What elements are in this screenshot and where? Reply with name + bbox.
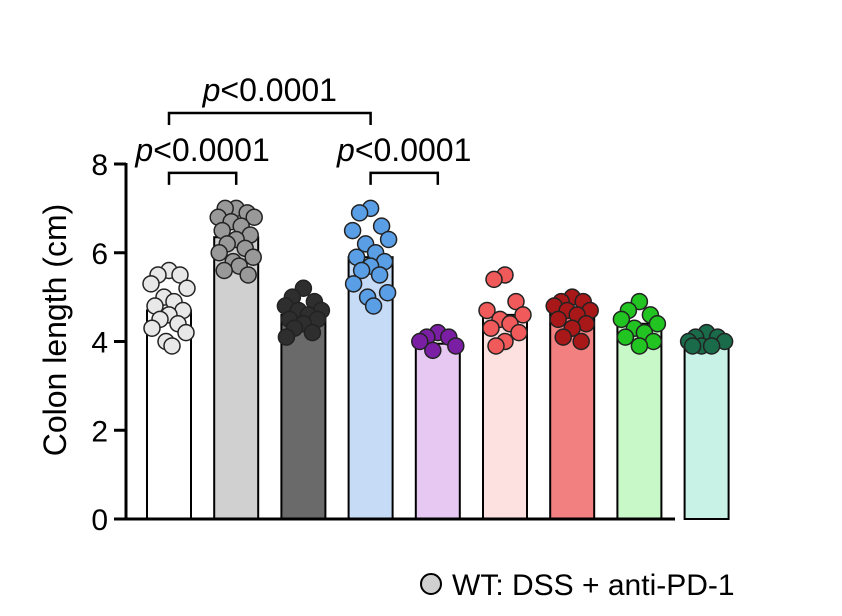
data-point [549, 310, 567, 329]
bar-group-9 [683, 340, 730, 520]
y-axis-ticks: 0 2 4 6 8 [91, 149, 126, 537]
y-tick-label: 4 [91, 327, 108, 360]
data-point [177, 323, 195, 342]
data-point [215, 261, 233, 280]
data-point [244, 248, 262, 266]
data-point [482, 319, 500, 337]
data-point [350, 204, 369, 222]
data-point [487, 337, 505, 355]
data-point [277, 328, 296, 346]
data-point [616, 328, 635, 346]
data-point [344, 275, 363, 293]
significance-bracket [167, 111, 372, 125]
data-point [143, 319, 161, 337]
data-point [554, 328, 572, 346]
data-point [510, 323, 528, 342]
data-point [379, 230, 398, 249]
data-point [142, 275, 160, 293]
significance-bracket [369, 171, 440, 185]
data-point [245, 208, 263, 226]
data-point [648, 315, 667, 333]
data-point [364, 297, 383, 315]
data-point [702, 337, 721, 355]
data-point [683, 337, 702, 355]
data-point [178, 279, 196, 297]
data-point [372, 217, 391, 235]
data-point [411, 332, 429, 351]
bars-layer [146, 236, 730, 520]
data-point [447, 337, 465, 355]
data-point [171, 266, 189, 284]
data-point [424, 341, 442, 360]
legend-marker [420, 573, 442, 595]
data-point [572, 332, 590, 351]
data-point [370, 266, 389, 284]
data-point [630, 337, 649, 355]
data-points-layer [142, 199, 734, 360]
data-point [485, 270, 503, 289]
data-point [514, 306, 532, 324]
data-point [378, 283, 397, 302]
data-point [303, 323, 322, 342]
y-tick-label: 6 [91, 238, 108, 271]
y-tick-label: 2 [91, 415, 108, 448]
data-point [239, 266, 257, 284]
y-tick-label: 0 [91, 504, 108, 537]
data-point [478, 301, 496, 320]
p-value-label: p<0.0001 [336, 132, 471, 168]
data-point [352, 261, 371, 280]
significance-bracket [167, 171, 238, 185]
data-point [507, 292, 525, 311]
significance-brackets: p<0.0001 p<0.0001 p<0.0001 [134, 72, 471, 185]
data-point [612, 310, 631, 329]
legend: WT: DSS + anti-PD-1 [420, 569, 735, 602]
legend-label: WT: DSS + anti-PD-1 [452, 569, 735, 602]
p-value-label: p<0.0001 [202, 72, 337, 108]
data-point [163, 337, 181, 355]
y-axis-label: Colon length (cm) [37, 204, 73, 457]
p-value-label: p<0.0001 [134, 132, 269, 168]
data-point [343, 221, 362, 240]
y-tick-label: 8 [91, 149, 108, 182]
bar-group-5 [414, 342, 461, 520]
data-point [210, 244, 228, 262]
